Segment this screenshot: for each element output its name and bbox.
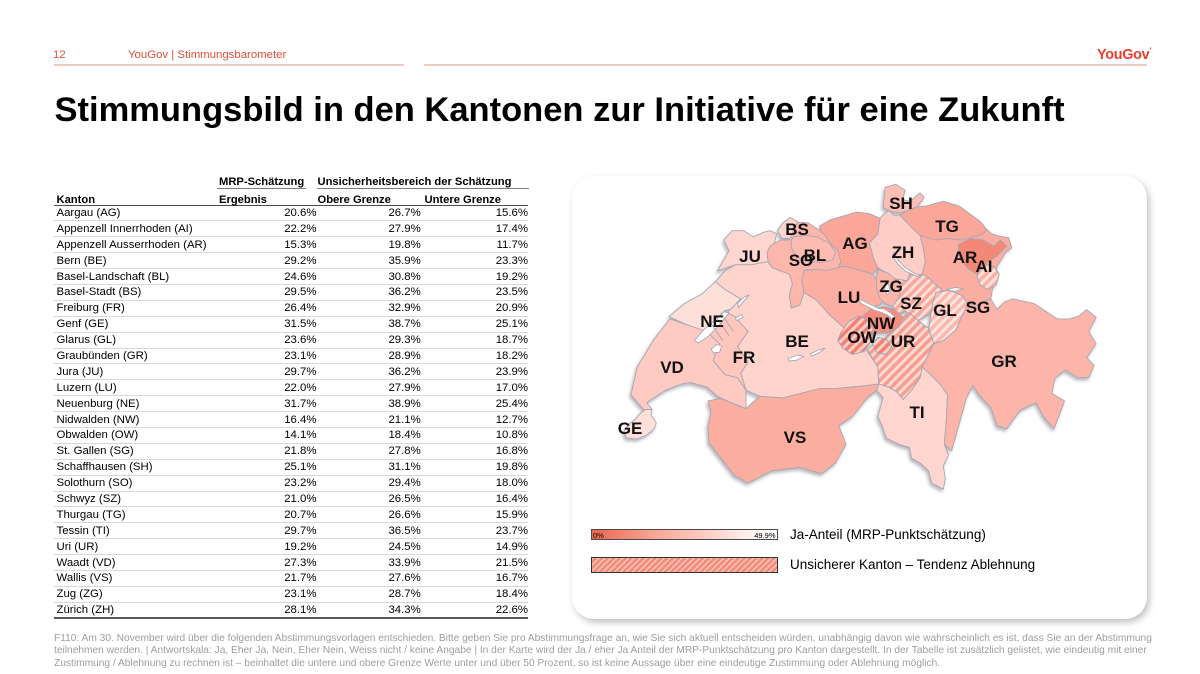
svg-text:BL: BL [804,246,827,265]
svg-text:SO: SO [789,251,814,270]
svg-text:AG: AG [842,234,868,253]
svg-text:TG: TG [935,217,959,236]
svg-text:ZG: ZG [879,277,903,296]
svg-text:BS: BS [785,220,809,239]
svg-text:SH: SH [889,194,913,213]
svg-text:LU: LU [838,288,861,307]
svg-text:NE: NE [700,312,724,331]
svg-text:FR: FR [733,348,756,367]
svg-text:JU: JU [739,247,761,266]
svg-text:AR: AR [953,248,978,267]
svg-text:SG: SG [966,298,991,317]
svg-text:SZ: SZ [900,294,922,313]
svg-text:GL: GL [933,301,957,320]
svg-text:AI: AI [976,257,993,276]
svg-text:UR: UR [891,332,916,351]
svg-text:GE: GE [618,419,643,438]
svg-text:TI: TI [909,403,924,422]
svg-text:BE: BE [785,332,809,351]
svg-text:ZH: ZH [892,243,915,262]
svg-text:VD: VD [660,358,684,377]
svg-text:NW: NW [867,314,896,333]
svg-text:GR: GR [991,352,1017,371]
svg-text:VS: VS [784,428,807,447]
svg-text:OW: OW [847,328,877,347]
